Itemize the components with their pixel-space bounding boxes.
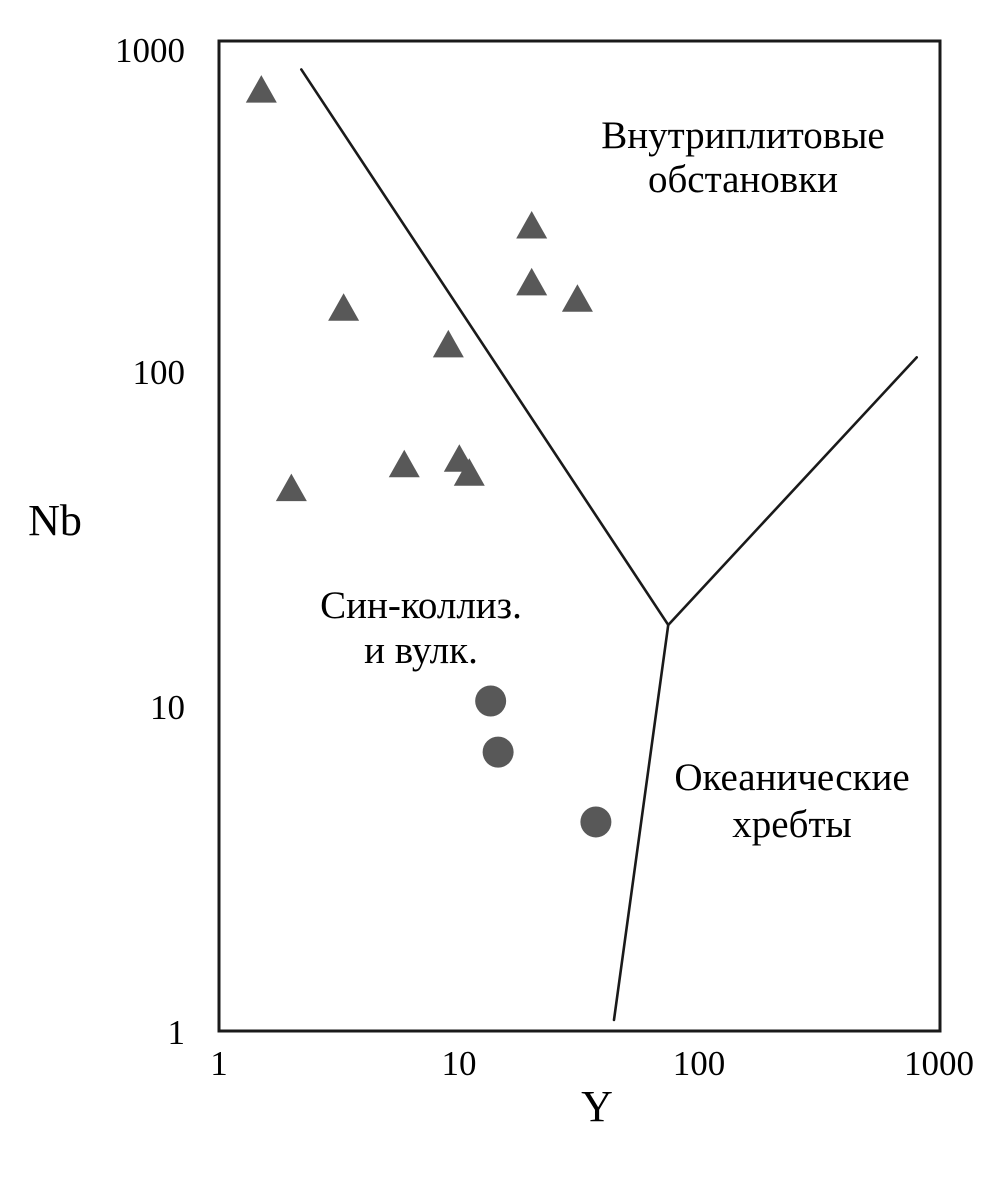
x-tick-1000: 1000 bbox=[904, 1044, 974, 1083]
region-label-oceanic-ridges-line2: хребты bbox=[732, 803, 852, 846]
region-label-syn-collisional-line2: и вулк. bbox=[364, 629, 478, 672]
triangle-marker bbox=[453, 458, 485, 486]
triangle-marker bbox=[275, 473, 307, 502]
x-tick-1: 1 bbox=[210, 1044, 228, 1083]
triangle-marker bbox=[561, 284, 593, 312]
y-tick-1000: 1000 bbox=[115, 31, 185, 70]
circle-marker bbox=[475, 685, 507, 717]
region-label-within-plate-line1: Внутриплитовые bbox=[601, 114, 885, 157]
region-label-syn-collisional-line1: Син-коллиз. bbox=[320, 584, 522, 627]
region-label-oceanic-ridges-line1: Океанические bbox=[674, 756, 910, 799]
y-tick-100: 100 bbox=[132, 353, 186, 392]
region-label-oceanic-ridges: Океанические хребты bbox=[612, 754, 972, 848]
plot-frame bbox=[217, 39, 942, 1033]
x-tick-100: 100 bbox=[672, 1044, 726, 1083]
boundary-line bbox=[612, 623, 670, 1022]
circle-marker bbox=[580, 806, 612, 838]
triangle-marker bbox=[516, 211, 548, 239]
x-tick-10: 10 bbox=[441, 1044, 477, 1083]
region-label-syn-collisional: Син-коллиз. и вулк. bbox=[241, 583, 601, 673]
region-label-within-plate: Внутриплитовые обстановки bbox=[523, 114, 963, 202]
triangle-marker bbox=[388, 449, 420, 478]
y-tick-10: 10 bbox=[150, 688, 185, 727]
region-label-within-plate-line2: обстановки bbox=[647, 158, 839, 201]
boundary-line bbox=[666, 356, 919, 627]
boundary-line bbox=[299, 68, 670, 627]
y-axis-title: Nb bbox=[28, 496, 82, 545]
x-axis-title: Y bbox=[581, 1082, 613, 1131]
triangle-marker bbox=[432, 329, 464, 358]
triangle-marker bbox=[328, 293, 360, 321]
triangle-marker bbox=[516, 267, 548, 296]
y-tick-1: 1 bbox=[167, 1013, 186, 1052]
circle-marker bbox=[482, 736, 514, 768]
triangle-marker bbox=[245, 75, 277, 103]
